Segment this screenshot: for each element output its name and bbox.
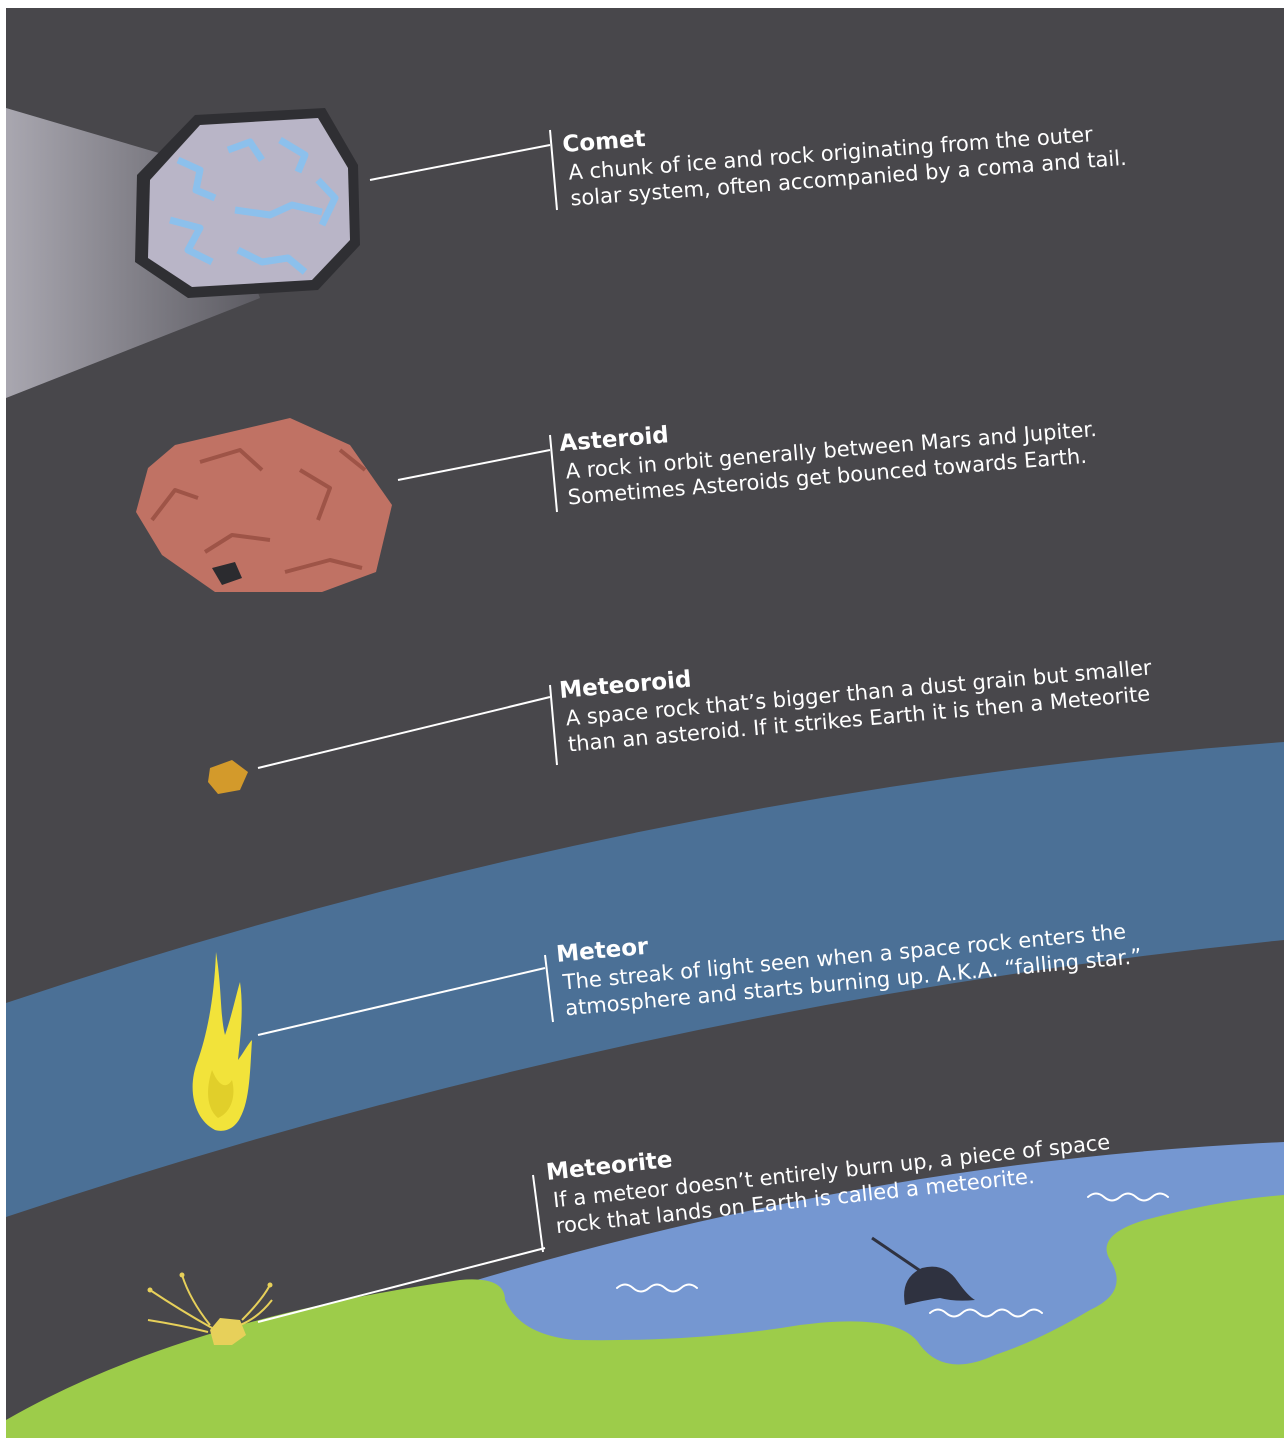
- asteroid-icon: [136, 418, 392, 592]
- meteor-flame-icon: [192, 952, 252, 1131]
- comet-title: Comet: [562, 126, 647, 158]
- narwhal-icon: [871, 1236, 975, 1305]
- comet-icon: [135, 108, 360, 298]
- earth-land: [6, 1195, 1284, 1438]
- ocean-waves: [616, 1192, 1169, 1318]
- atmosphere-band: [6, 742, 1284, 1217]
- leader-lines: [257, 129, 558, 1323]
- meteoroid-icon: [208, 760, 248, 794]
- meteorite-icon: [147, 1272, 273, 1345]
